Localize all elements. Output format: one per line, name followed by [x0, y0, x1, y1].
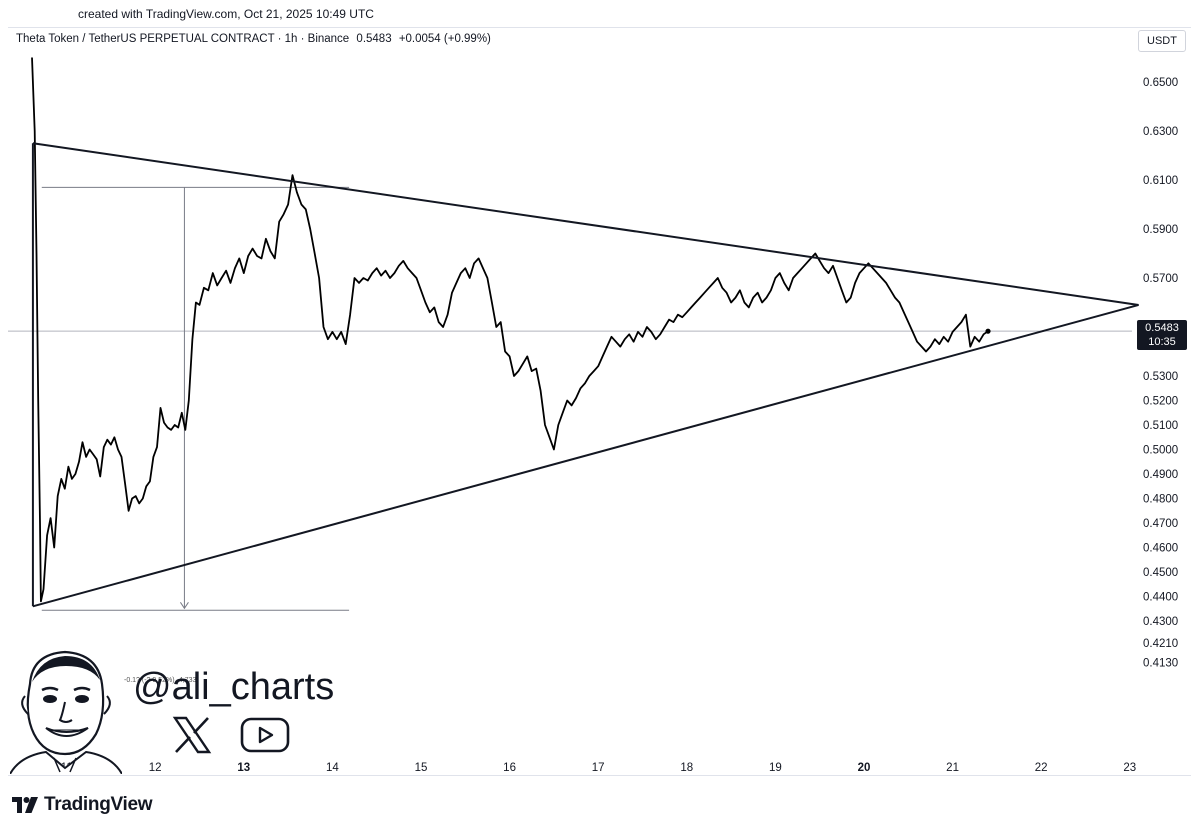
price-change: +0.0054 (+0.99%): [398, 33, 491, 45]
x-tick-label: 12: [149, 762, 162, 774]
measure-tool-label: -0.1? (-? 9.52%) -4,733: [124, 677, 197, 684]
y-tick-label: 0.4130: [1143, 658, 1178, 670]
x-tick-label: 18: [680, 762, 693, 774]
y-tick-label: 0.4900: [1143, 469, 1178, 481]
x-logo-icon: [172, 716, 212, 754]
candle-countdown: 10:35: [1148, 336, 1176, 348]
x-tick-label: 22: [1035, 762, 1048, 774]
y-tick-label: 0.5700: [1143, 273, 1178, 285]
measure-arrow-head: [180, 602, 189, 610]
symbol-header: Theta Token / TetherUS PERPETUAL CONTRAC…: [16, 33, 495, 45]
y-tick-label: 0.6300: [1143, 126, 1178, 138]
x-tick-label: 14: [326, 762, 339, 774]
x-tick-label: 21: [946, 762, 959, 774]
x-tick-label: 16: [503, 762, 516, 774]
triangle-upper-trendline[interactable]: [32, 142, 1139, 306]
last-price: 0.5483: [356, 33, 392, 45]
y-tick-label: 0.5100: [1143, 420, 1178, 432]
currency-button[interactable]: USDT: [1138, 30, 1186, 52]
watermark-handle: @ali_charts: [133, 666, 335, 708]
y-tick-label: 0.5300: [1143, 371, 1178, 383]
x-tick-label: 15: [415, 762, 428, 774]
y-tick-label: 0.4500: [1143, 567, 1178, 579]
x-tick-label: 23: [1123, 762, 1136, 774]
x-tick-label: 19: [769, 762, 782, 774]
y-tick-label: 0.5200: [1143, 396, 1178, 408]
x-tick-label: 20: [858, 762, 871, 774]
current-price-value: 0.5483: [1145, 322, 1179, 334]
y-tick-label: 0.5000: [1143, 445, 1178, 457]
chart-top-border: [8, 27, 1191, 28]
current-price-badge: 0.5483 10:35: [1137, 320, 1187, 350]
y-tick-label: 0.4400: [1143, 592, 1178, 604]
y-tick-label: 0.4700: [1143, 518, 1178, 530]
price-series-line[interactable]: [31, 57, 989, 603]
y-tick-label: 0.4600: [1143, 543, 1178, 555]
triangle-lower-trendline[interactable]: [32, 303, 1139, 608]
youtube-icon: [240, 717, 290, 753]
y-tick-label: 0.4800: [1143, 494, 1178, 506]
tradingview-logo-text: TradingView: [44, 794, 153, 815]
tradingview-mark-icon: [12, 797, 38, 813]
y-tick-label: 0.6500: [1143, 77, 1178, 89]
y-tick-label: 0.4210: [1143, 638, 1178, 650]
symbol-title[interactable]: Theta Token / TetherUS PERPETUAL CONTRAC…: [16, 33, 350, 45]
x-tick-label: 13: [237, 762, 250, 774]
y-tick-label: 0.6100: [1143, 175, 1178, 187]
x-tick-label: 17: [592, 762, 605, 774]
y-tick-label: 0.5900: [1143, 224, 1178, 236]
tradingview-logo[interactable]: TradingView: [12, 794, 153, 816]
footer-divider: [8, 775, 1191, 776]
avatar-caricature: [10, 650, 122, 774]
last-price-point: [985, 328, 991, 334]
y-tick-label: 0.4300: [1143, 616, 1178, 628]
created-with-caption: created with TradingView.com, Oct 21, 20…: [78, 7, 374, 21]
